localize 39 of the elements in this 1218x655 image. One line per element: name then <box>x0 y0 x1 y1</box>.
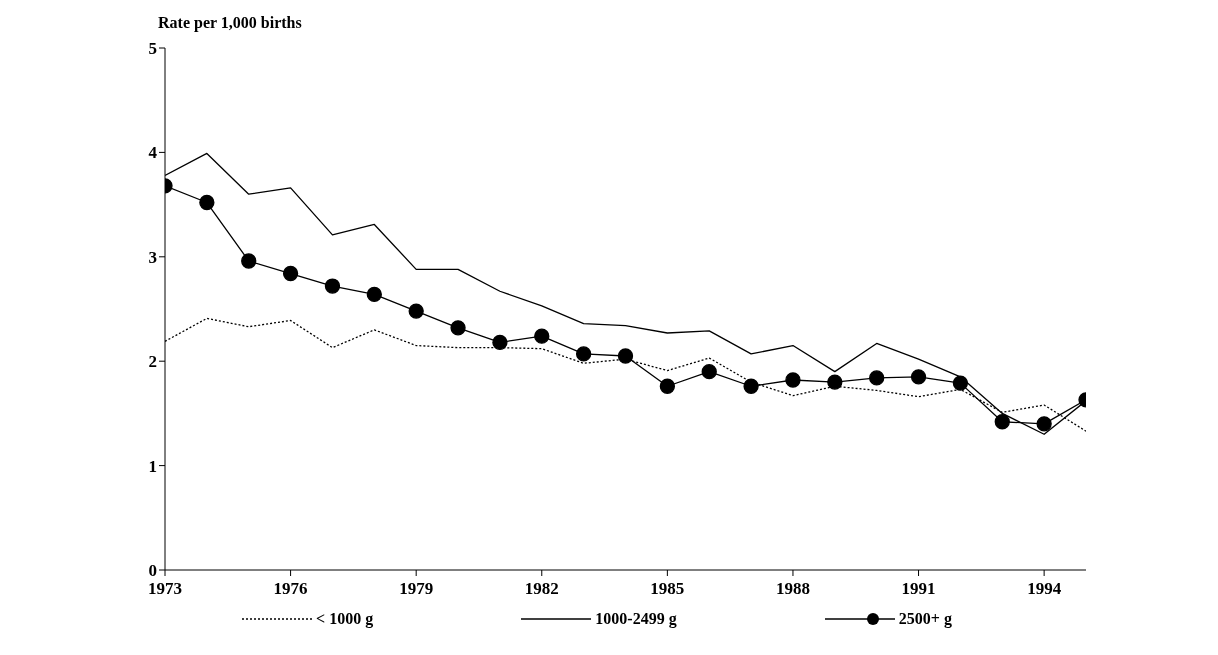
point <box>408 303 424 319</box>
point <box>617 348 634 364</box>
x-tick-label: 1979 <box>399 579 434 599</box>
point <box>492 334 508 351</box>
y-tick-label: 1 <box>148 456 157 476</box>
point <box>366 286 382 303</box>
point <box>324 278 341 294</box>
point <box>869 370 885 386</box>
point <box>910 369 927 385</box>
point <box>827 374 843 390</box>
y-axis-title: Rate per 1,000 births <box>158 14 302 32</box>
legend-label: 1000-2499 g <box>595 610 677 628</box>
y-tick-label: 2 <box>148 352 157 372</box>
point <box>575 346 592 362</box>
point <box>1036 416 1052 432</box>
x-tick-label: 1988 <box>775 579 810 599</box>
point <box>785 372 801 388</box>
y-tick-label: 3 <box>148 247 157 267</box>
point <box>241 253 257 269</box>
point <box>701 363 717 380</box>
point <box>450 320 466 336</box>
x-tick-label: 1973 <box>148 579 182 599</box>
x-tick-label: 1976 <box>273 579 308 599</box>
point <box>659 378 676 394</box>
point <box>199 194 215 211</box>
legend-label: < 1000 g <box>316 610 374 628</box>
x-tick-label: 1994 <box>1027 579 1062 599</box>
point <box>534 328 550 344</box>
x-tick-label: 1991 <box>901 579 936 599</box>
x-tick-label: 1985 <box>650 579 685 599</box>
x-tick-label: 1982 <box>524 579 559 599</box>
point <box>994 414 1010 430</box>
point <box>743 378 759 394</box>
point <box>282 265 299 282</box>
point <box>952 375 969 391</box>
legend-label: 2500+ g <box>898 610 952 628</box>
y-tick-label: 0 <box>148 561 157 581</box>
y-tick-label: 5 <box>148 39 157 59</box>
y-tick-label: 4 <box>148 143 158 163</box>
